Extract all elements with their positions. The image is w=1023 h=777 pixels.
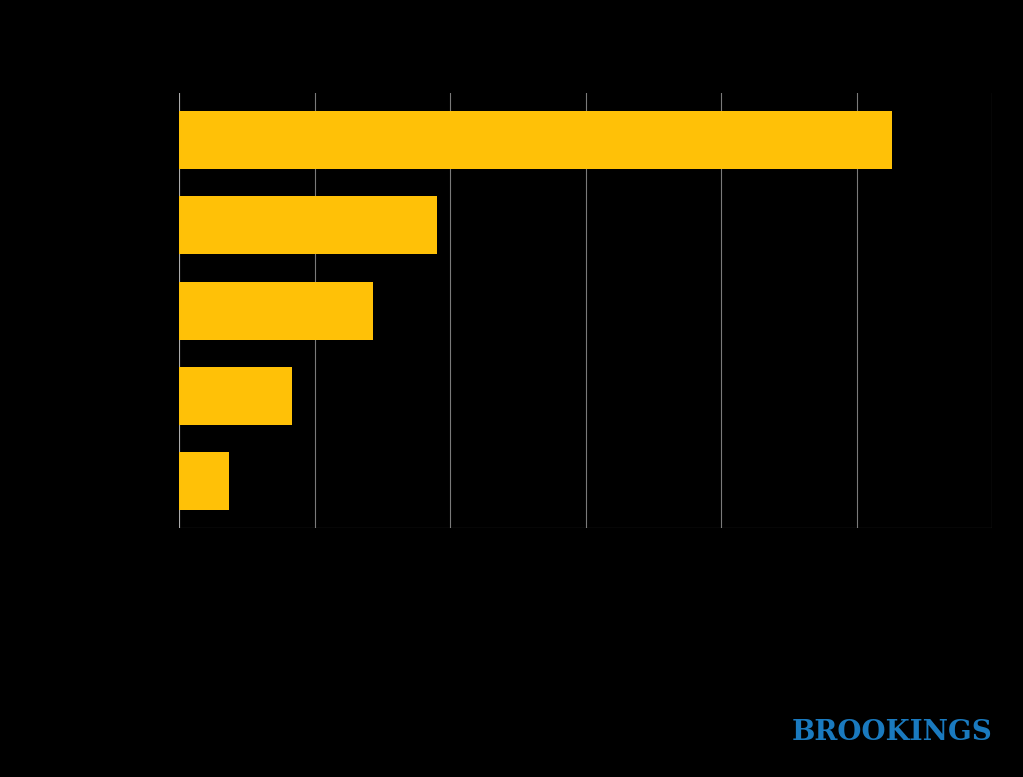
Text: BROOKINGS: BROOKINGS — [792, 719, 992, 746]
Bar — [179, 452, 229, 510]
Bar — [179, 111, 892, 169]
Bar — [179, 367, 292, 425]
Bar — [179, 197, 437, 255]
Bar — [179, 282, 373, 340]
